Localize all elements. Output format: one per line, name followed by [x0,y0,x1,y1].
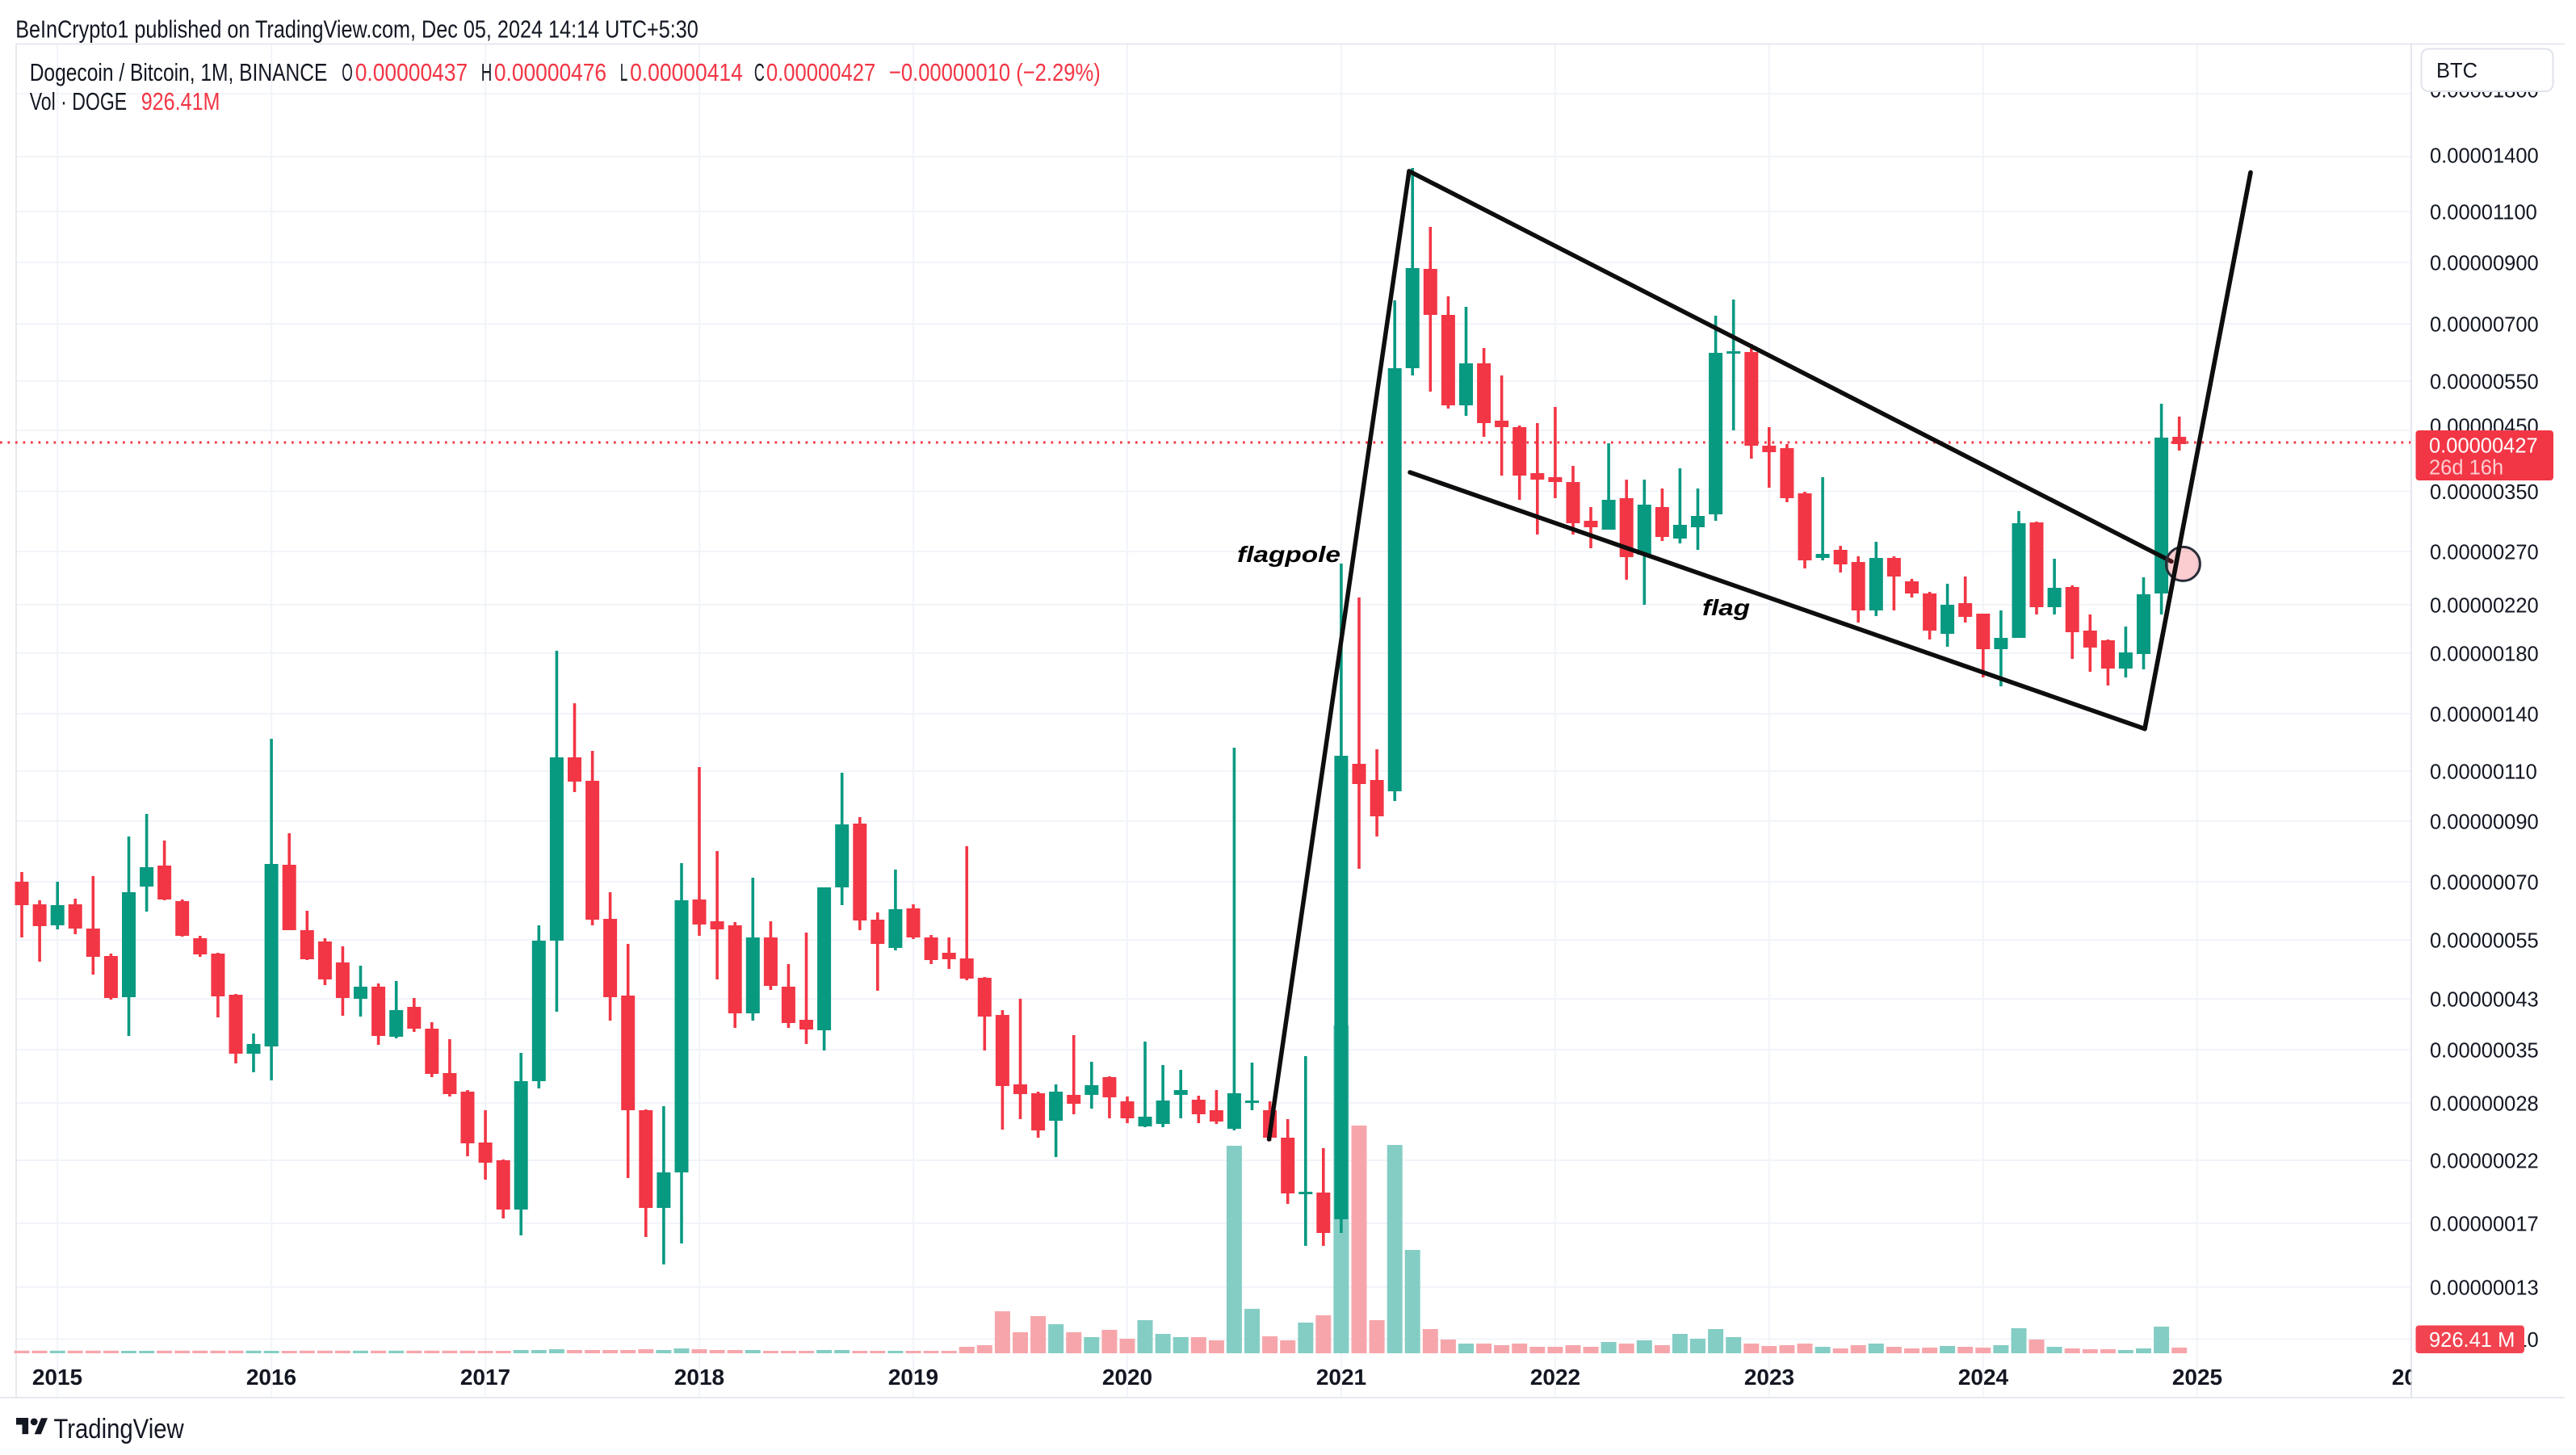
svg-text:2021: 2021 [1316,1365,1366,1390]
svg-text:926.41M: 926.41M [141,87,220,115]
svg-text:2019: 2019 [888,1365,938,1390]
svg-text:0.00000055: 0.00000055 [2430,930,2539,953]
svg-text:BTC: BTC [2436,60,2477,82]
svg-text:2025: 2025 [2172,1365,2222,1390]
svg-text:2022: 2022 [1530,1365,1580,1390]
svg-text:0.00000350: 0.00000350 [2430,481,2539,504]
svg-text:BeInCrypto1 published on Tradi: BeInCrypto1 published on TradingView.com… [15,15,699,44]
svg-text:−0.00000010 (−2.29%): −0.00000010 (−2.29%) [889,58,1101,86]
svg-text:0.00000700: 0.00000700 [2430,314,2539,337]
svg-text:0.00000220: 0.00000220 [2430,595,2539,618]
svg-text:0.00000017: 0.00000017 [2430,1214,2539,1236]
svg-text:0.00000140: 0.00000140 [2430,704,2539,727]
svg-text:flag: flag [1702,595,1750,620]
svg-text:Vol · DOGE: Vol · DOGE [30,87,128,115]
svg-text:2020: 2020 [1102,1365,1152,1390]
svg-text:0.00000070: 0.00000070 [2430,872,2539,895]
svg-text:2018: 2018 [674,1365,724,1390]
svg-text:0.00000414: 0.00000414 [630,58,743,86]
svg-text:0.00000110: 0.00000110 [2430,761,2537,784]
svg-text:Dogecoin / Bitcoin, 1M, BINANC: Dogecoin / Bitcoin, 1M, BINANCE [30,58,328,86]
svg-text:0.00000437: 0.00000437 [355,58,468,86]
svg-text:0.00000900: 0.00000900 [2430,253,2539,275]
svg-text:0.00000427: 0.00000427 [2429,435,2538,458]
svg-text:0.00000090: 0.00000090 [2430,811,2539,834]
svg-text:26d 16h: 26d 16h [2429,457,2503,480]
svg-text:0.00000550: 0.00000550 [2430,371,2539,394]
svg-text:2015: 2015 [32,1365,82,1390]
svg-text:O: O [342,58,353,86]
svg-text:0.00001400: 0.00001400 [2430,145,2539,168]
svg-text:0.00001100: 0.00001100 [2430,202,2537,224]
svg-text:flagpole: flagpole [1237,542,1340,567]
svg-text:2024: 2024 [1958,1365,2009,1390]
svg-text:0.00000022: 0.00000022 [2430,1151,2539,1173]
svg-text:0.00000427: 0.00000427 [766,58,875,86]
svg-text:0.00000180: 0.00000180 [2430,644,2539,666]
svg-text:C: C [754,58,765,86]
svg-text:926.41 M: 926.41 M [2429,1329,2515,1352]
svg-text:0.00000028: 0.00000028 [2430,1093,2539,1116]
svg-text:TradingView: TradingView [53,1414,184,1445]
svg-text:0.00000270: 0.00000270 [2430,542,2539,564]
svg-text:H: H [481,58,493,86]
svg-text:0.00000035: 0.00000035 [2430,1040,2539,1063]
svg-text:L: L [620,58,628,86]
svg-text:2023: 2023 [1744,1365,1794,1390]
svg-text:2017: 2017 [460,1365,510,1390]
svg-text:0.00000013: 0.00000013 [2430,1277,2539,1300]
svg-text:0.00000043: 0.00000043 [2430,989,2539,1012]
svg-text:0.00000476: 0.00000476 [494,58,606,86]
svg-text:2016: 2016 [246,1365,296,1390]
